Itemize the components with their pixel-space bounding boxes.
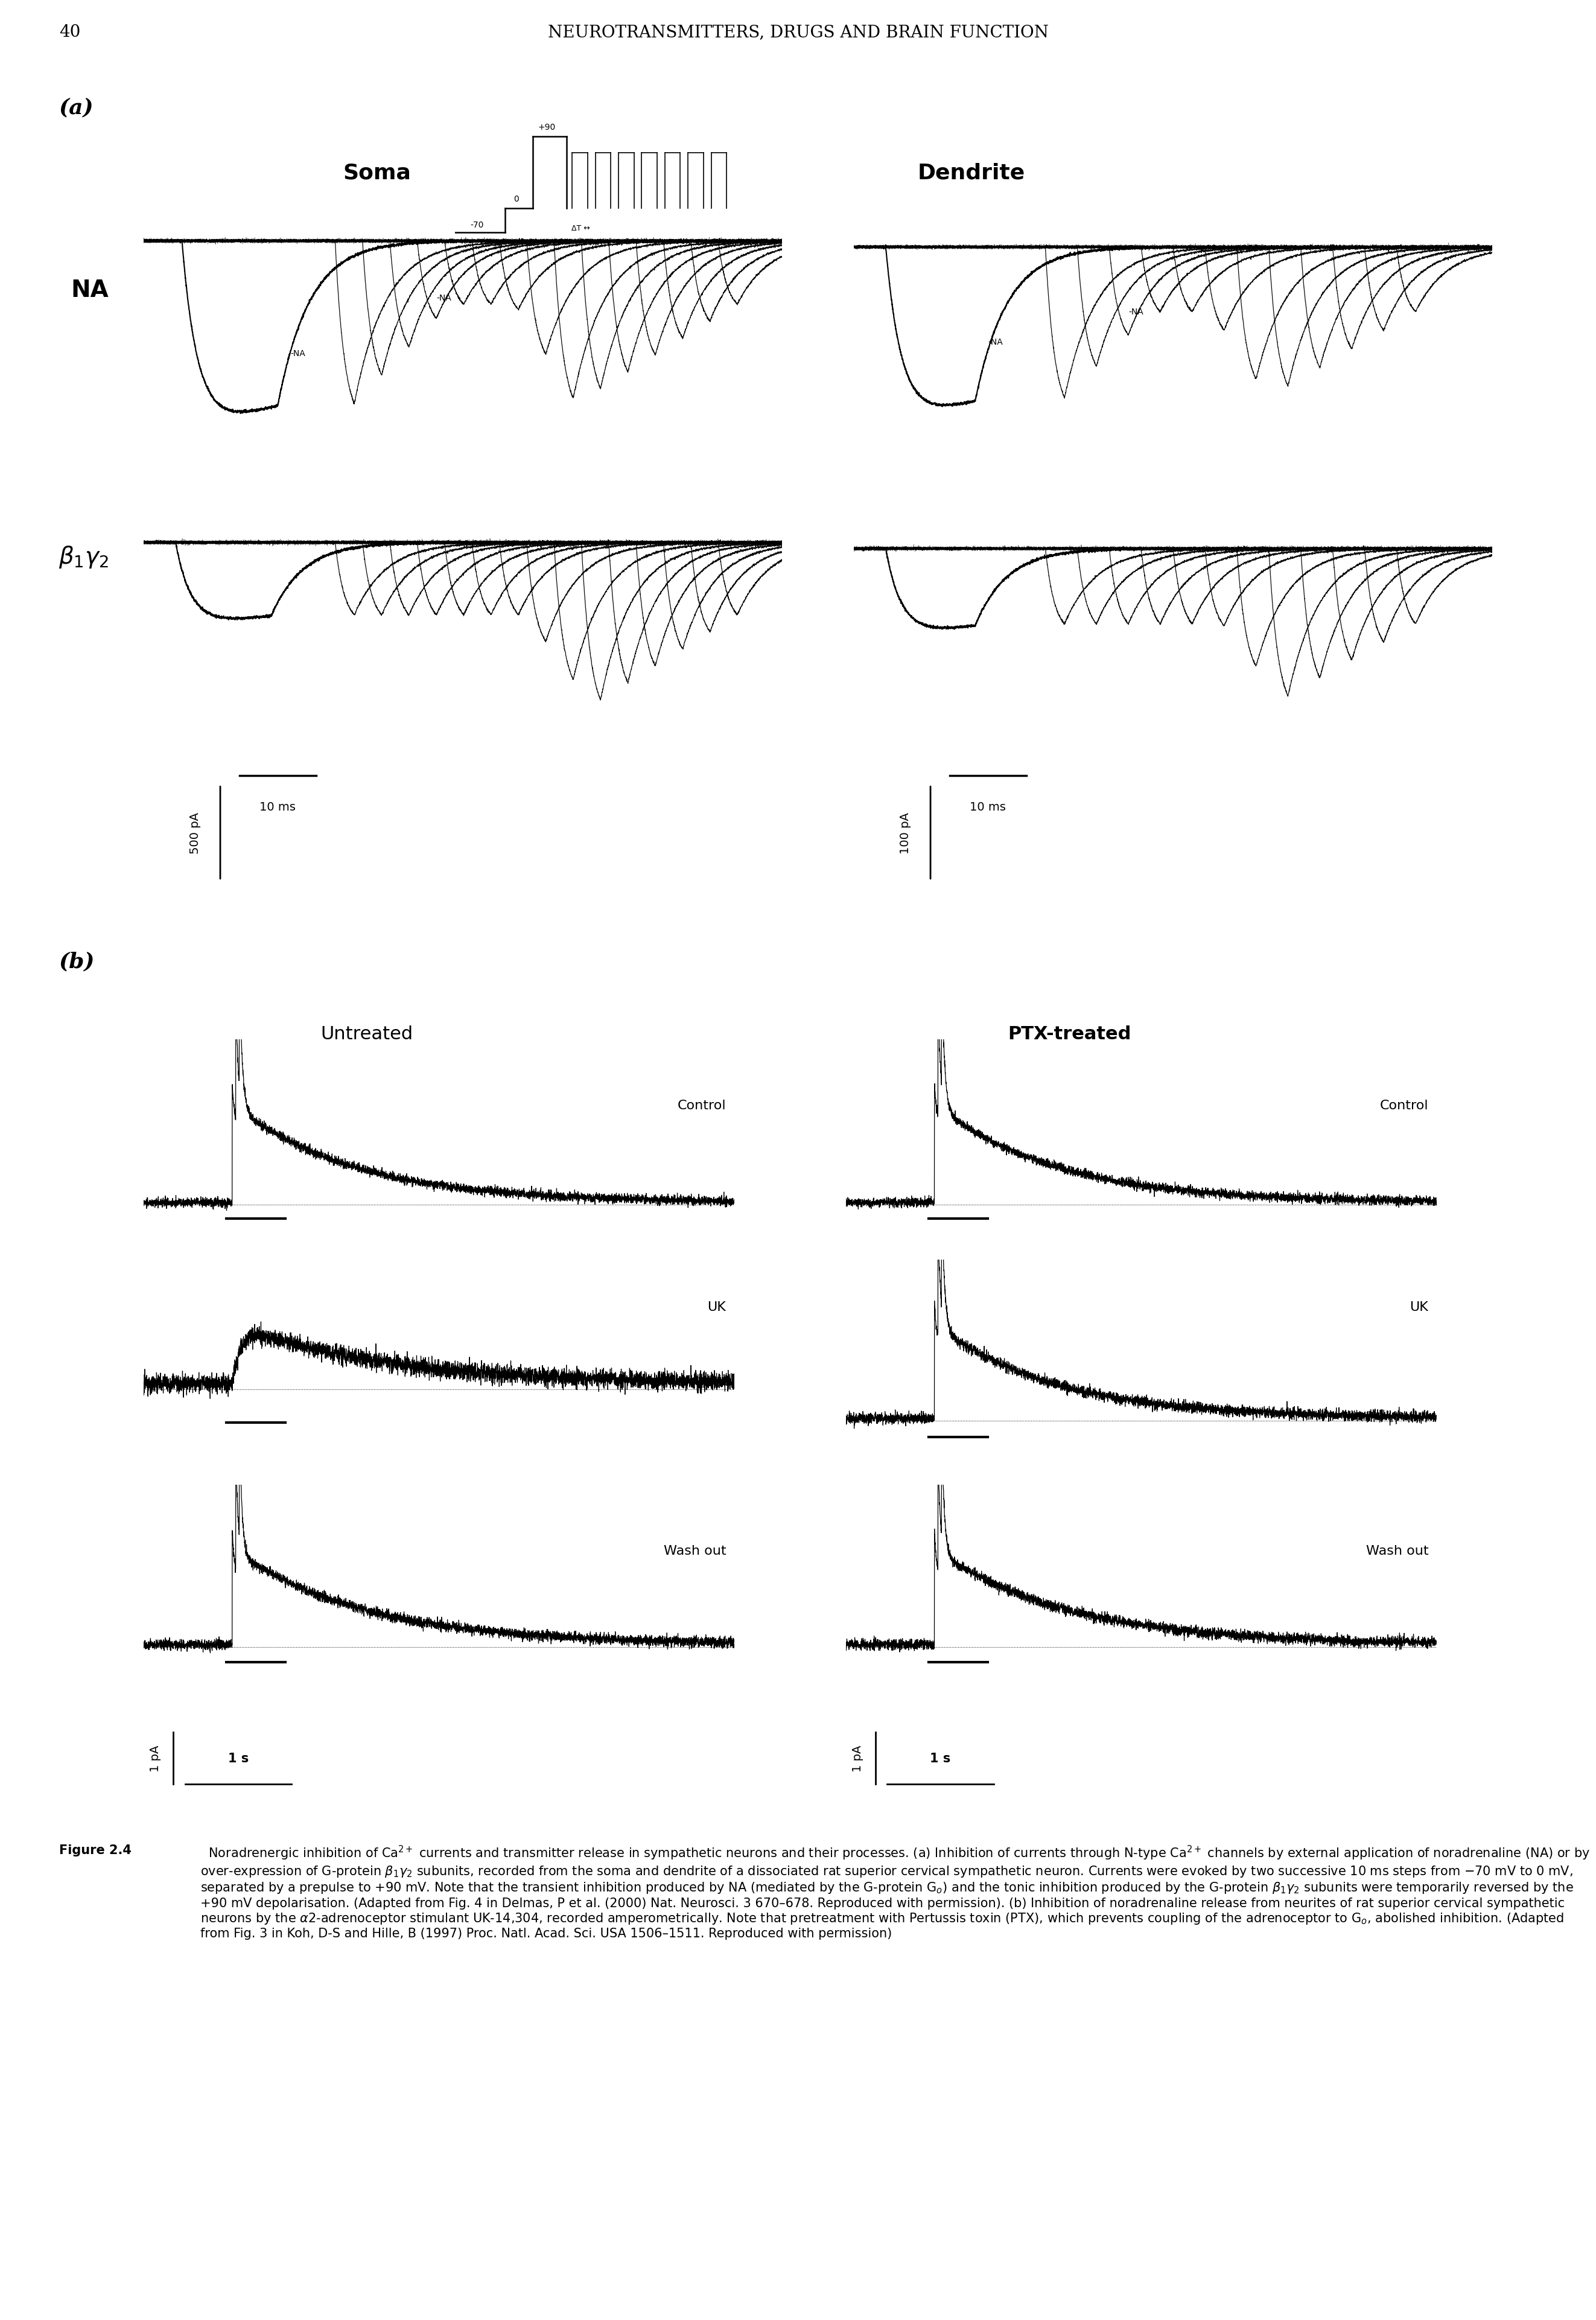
Text: Dendrite: Dendrite (918, 162, 1025, 183)
Text: Noradrenergic inhibition of Ca$^{2+}$ currents and transmitter release in sympat: Noradrenergic inhibition of Ca$^{2+}$ cu… (200, 1844, 1590, 1940)
Text: Wash out: Wash out (664, 1545, 726, 1557)
Text: -NA: -NA (436, 295, 452, 302)
Text: -NA: -NA (988, 339, 1002, 346)
Text: 1 pA: 1 pA (852, 1745, 863, 1772)
Text: Untreated: Untreated (321, 1025, 413, 1044)
Text: 0: 0 (514, 195, 519, 204)
Text: UK: UK (1409, 1302, 1428, 1313)
Text: 500 pA: 500 pA (190, 812, 201, 854)
Text: 1 pA: 1 pA (150, 1745, 161, 1772)
Text: -70: -70 (471, 220, 484, 230)
Text: NA: NA (70, 278, 109, 302)
Text: -NA: -NA (1128, 309, 1143, 316)
Text: Wash out: Wash out (1366, 1545, 1428, 1557)
Text: Control: Control (678, 1100, 726, 1111)
Text: Soma: Soma (343, 162, 412, 183)
Text: (a): (a) (59, 97, 94, 118)
Text: UK: UK (707, 1302, 726, 1313)
Text: 1 s: 1 s (228, 1752, 249, 1766)
Text: Figure 2.4: Figure 2.4 (59, 1844, 131, 1856)
Text: 10 ms: 10 ms (970, 800, 1005, 812)
Text: +90: +90 (538, 123, 555, 132)
Text: -NA: -NA (290, 350, 305, 357)
Text: (b): (b) (59, 951, 94, 972)
Text: NEUROTRANSMITTERS, DRUGS AND BRAIN FUNCTION: NEUROTRANSMITTERS, DRUGS AND BRAIN FUNCT… (547, 23, 1049, 42)
Text: $\beta_1\gamma_2$: $\beta_1\gamma_2$ (59, 545, 109, 568)
Text: 100 pA: 100 pA (900, 812, 911, 854)
Text: 10 ms: 10 ms (260, 800, 295, 812)
Text: PTX-treated: PTX-treated (1007, 1025, 1132, 1044)
Text: Control: Control (1381, 1100, 1428, 1111)
Text: 1 s: 1 s (930, 1752, 951, 1766)
Text: ΔT ↔: ΔT ↔ (571, 225, 591, 232)
Text: 40: 40 (59, 23, 80, 42)
